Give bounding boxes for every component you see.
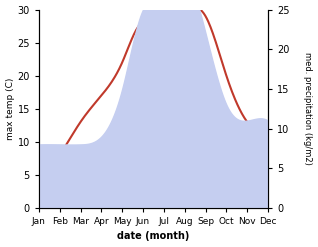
Y-axis label: max temp (C): max temp (C): [5, 78, 15, 140]
X-axis label: date (month): date (month): [117, 231, 190, 242]
Y-axis label: med. precipitation (kg/m2): med. precipitation (kg/m2): [303, 52, 313, 165]
